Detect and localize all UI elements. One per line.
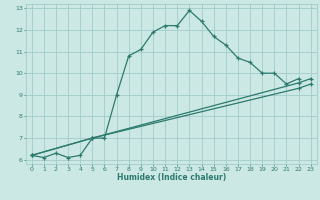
X-axis label: Humidex (Indice chaleur): Humidex (Indice chaleur) (116, 173, 226, 182)
